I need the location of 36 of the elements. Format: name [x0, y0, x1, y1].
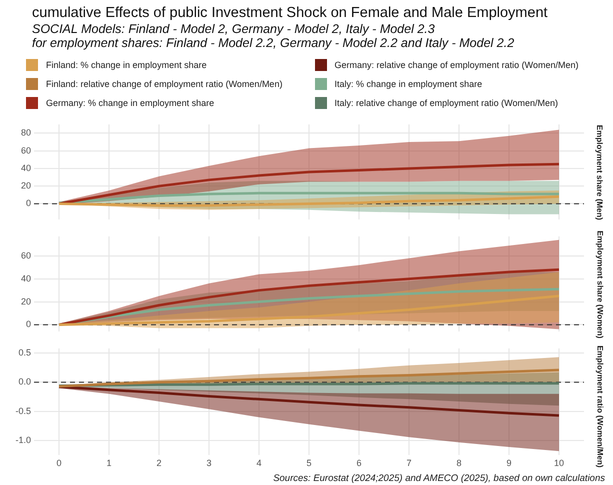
- y-tick-label: 40: [20, 273, 31, 284]
- y-axis-title: Employment share (Men): [596, 124, 605, 220]
- x-tick-label: 2: [156, 458, 162, 468]
- y-tick-label: 60: [20, 145, 31, 156]
- x-tick-label: 1: [106, 458, 112, 468]
- y-tick-label: 20: [20, 180, 31, 191]
- y-tick-label: 0.5: [18, 348, 31, 358]
- x-tick-label: 4: [256, 458, 262, 468]
- x-tick-label: 0: [56, 458, 62, 468]
- legend-label: Finland: relative change of employment ratio (Women/Men): [46, 78, 282, 88]
- y-axis-title: Employment share (Women): [596, 230, 604, 338]
- x-tick-label: 9: [506, 458, 512, 468]
- x-tick-label: 8: [456, 458, 462, 468]
- legend-label: Finland: % change in employment share: [46, 60, 207, 70]
- legend-label: Italy: % change in employment share: [334, 78, 482, 88]
- y-tick-label: -1.0: [15, 435, 31, 446]
- y-tick-label: -0.5: [15, 406, 31, 416]
- y-axis-title: Employment ratio (Women/Men): [596, 344, 604, 468]
- x-tick-label: 5: [306, 458, 312, 468]
- chart-title: cumulative Effects of public Investment Shock on Female and Male Employment: [32, 5, 549, 22]
- y-tick-label: 0.0: [18, 376, 31, 387]
- y-tick-label: 0: [26, 319, 31, 330]
- legend-label: Germany: relative change of employment ratio (Women/Men): [334, 60, 578, 70]
- y-tick-label: 80: [20, 128, 31, 138]
- y-tick-label: 40: [20, 162, 31, 173]
- legend-label: Germany: % change in employment share: [46, 98, 214, 108]
- chart-subtitle: SOCIAL Models: Finland - Model 2, Germany - Model 2, Italy - Model 2.3 for employment shares: Finland - Model 2.2, Germany - Model 2.2 and Italy - Model 2.2: [32, 22, 516, 50]
- y-tick-label: 0: [26, 198, 31, 208]
- y-tick-label: 20: [20, 296, 31, 306]
- y-tick-label: 60: [20, 250, 31, 260]
- legend-label: Italy: relative change of employment ratio (Women/Men): [334, 98, 558, 108]
- source-note: Sources: Eurostat (2024;2025) and AMECO (2025), based on own calculations: [273, 473, 605, 484]
- x-tick-label: 3: [206, 458, 212, 468]
- x-tick-label: 7: [406, 458, 412, 468]
- x-tick-label: 10: [554, 458, 564, 468]
- x-tick-label: 6: [356, 458, 362, 468]
